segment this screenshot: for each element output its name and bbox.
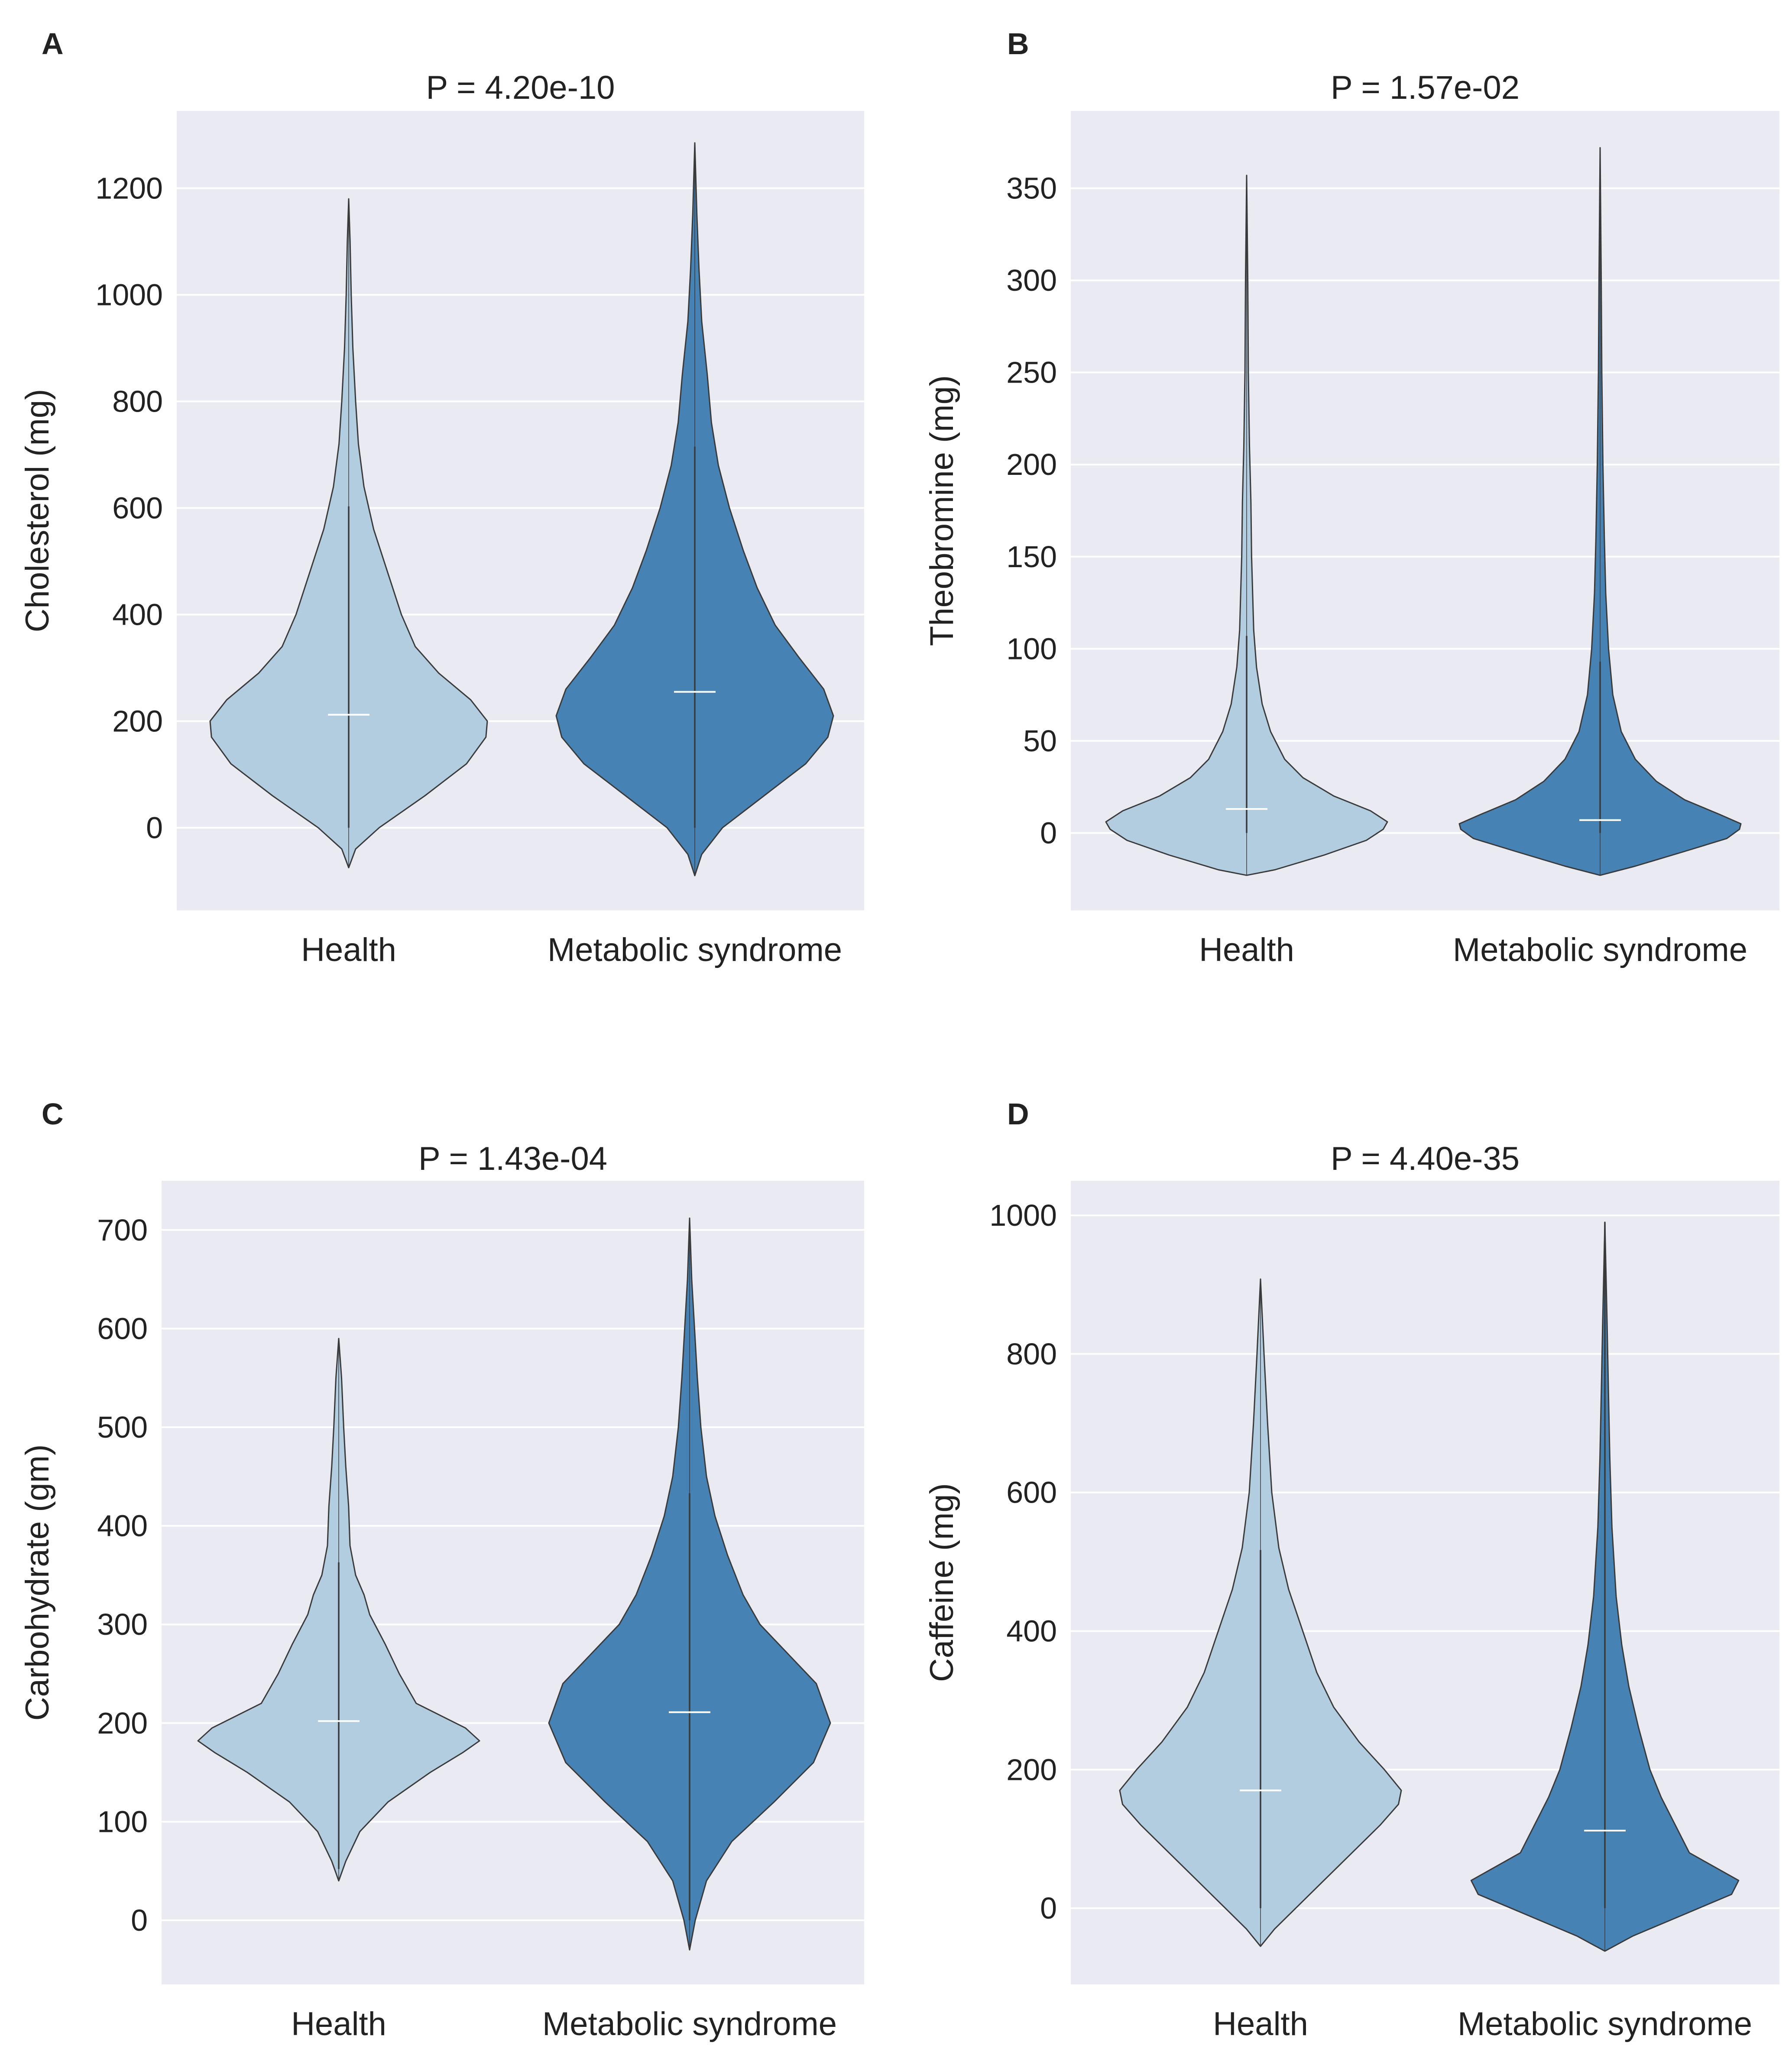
x-tick-label: Metabolic syndrome	[1458, 2006, 1752, 2042]
y-tick-label: 700	[97, 1213, 148, 1247]
y-axis-label: Theobromine (mg)	[924, 375, 960, 646]
panel-title: P = 1.43e-04	[418, 1140, 607, 1177]
plot-area	[1071, 111, 1779, 910]
y-tick-label: 0	[131, 1903, 148, 1937]
y-tick-label: 0	[146, 811, 163, 844]
y-axis-label: Caffeine (mg)	[924, 1483, 960, 1682]
y-axis-label: Cholesterol (mg)	[19, 389, 56, 633]
panel-C: C P = 1.43e-04 0 100 200 300 400 500 600 700 Carbo…	[19, 1097, 864, 2042]
y-tick-label: 350	[1006, 172, 1057, 205]
x-tick-label: Metabolic syndrome	[548, 932, 842, 968]
panel-letter: C	[42, 1097, 64, 1131]
x-tick-label: Health	[1213, 2006, 1308, 2042]
panel-D: D P = 4.40e-35 0 200 400 600 800 1000 Caffeine (…	[924, 1097, 1779, 2042]
panel-title: P = 4.20e-10	[426, 69, 615, 106]
y-tick-label: 100	[1006, 632, 1057, 666]
x-tick-label: Health	[1199, 932, 1294, 968]
y-tick-label: 400	[97, 1509, 148, 1543]
panel-A: A P = 4.20e-10 0 200 400 600 800 1000 1200 Choles…	[19, 27, 864, 968]
y-tick-label: 50	[1023, 724, 1057, 758]
x-tick-label: Health	[291, 2006, 386, 2042]
y-tick-label: 100	[97, 1805, 148, 1838]
x-tick-label: Metabolic syndrome	[1453, 932, 1747, 968]
y-tick-label: 600	[97, 1312, 148, 1345]
y-tick-label: 300	[97, 1607, 148, 1641]
x-tick-label: Health	[301, 932, 396, 968]
panel-title: P = 4.40e-35	[1331, 1140, 1520, 1177]
y-tick-label: 300	[1006, 263, 1057, 297]
y-tick-label: 500	[97, 1410, 148, 1444]
y-tick-label: 0	[1040, 816, 1057, 850]
y-tick-label: 1000	[989, 1198, 1057, 1232]
y-tick-label: 400	[112, 597, 163, 631]
y-tick-label: 0	[1040, 1891, 1057, 1925]
panel-letter: A	[42, 27, 64, 61]
y-tick-label: 1000	[95, 278, 163, 312]
x-tick-label: Metabolic syndrome	[542, 2006, 837, 2042]
y-tick-label: 600	[112, 491, 163, 525]
y-tick-label: 200	[1006, 1753, 1057, 1786]
y-tick-label: 200	[112, 704, 163, 738]
y-tick-label: 400	[1006, 1614, 1057, 1648]
y-tick-label: 1200	[95, 171, 163, 205]
panel-letter: D	[1007, 1097, 1029, 1131]
y-tick-label: 250	[1006, 356, 1057, 390]
y-tick-label: 600	[1006, 1476, 1057, 1510]
y-tick-label: 800	[1006, 1337, 1057, 1371]
y-tick-label: 150	[1006, 540, 1057, 574]
y-axis-label: Carbohydrate (gm)	[19, 1445, 56, 1721]
panel-title: P = 1.57e-02	[1331, 69, 1520, 106]
y-tick-label: 800	[112, 384, 163, 418]
y-tick-label: 200	[1006, 448, 1057, 481]
panel-letter: B	[1007, 27, 1029, 61]
y-tick-label: 200	[97, 1706, 148, 1740]
panel-B: B P = 1.57e-02 0 50 100 150 200 250 300 350 Theobr…	[924, 27, 1779, 968]
plot-area	[162, 1181, 864, 1984]
